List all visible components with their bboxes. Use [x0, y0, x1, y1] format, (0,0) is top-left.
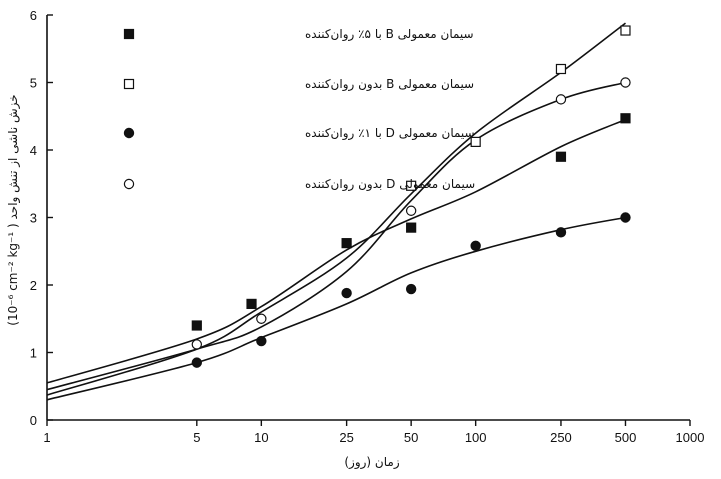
x-tick-label: 25	[339, 430, 353, 445]
series-points	[191, 25, 631, 368]
x-tick-label: 1000	[676, 430, 705, 445]
y-tick-label: 1	[30, 346, 37, 361]
series-4-point	[256, 313, 267, 324]
series-4-point	[191, 339, 203, 350]
y-axis-title: (10⁻⁶ cm⁻² kg⁻¹ ) خزش ناشی از تنش واحد	[6, 94, 21, 325]
legend-marker-2	[123, 78, 135, 90]
series-1-point	[246, 298, 257, 309]
series-4-point	[620, 77, 631, 88]
axes	[46, 15, 690, 421]
series-3-point	[256, 335, 267, 347]
y-tick-label: 3	[30, 211, 37, 226]
legend-label-2: سیمان معمولی B بدون روان‌کننده	[305, 77, 474, 92]
y-tick-label: 5	[30, 76, 37, 91]
legend-marker-1	[123, 28, 135, 40]
series-1-line	[46, 118, 626, 384]
x-tick-label: 250	[550, 430, 572, 445]
x-tick-label: 1	[43, 430, 50, 445]
series-4-point	[405, 205, 417, 216]
x-tick-label: 10	[254, 430, 268, 445]
series-3-point	[620, 212, 631, 223]
y-tick-label: 6	[30, 8, 37, 23]
x-tick-label: 100	[465, 430, 487, 445]
series-2-point	[470, 136, 481, 147]
series-3-line	[46, 216, 626, 401]
series-2-point	[555, 63, 567, 75]
y-tick-label: 2	[30, 278, 37, 293]
series-3-point	[405, 283, 417, 295]
series-1-point	[555, 151, 567, 162]
series-3-point	[555, 227, 567, 238]
x-axis-title: زمان (روز)	[344, 455, 399, 470]
series-1-point	[406, 222, 417, 233]
x-tick-label: 50	[404, 430, 418, 445]
legend-marker-3	[123, 127, 135, 139]
legend-label-3: سیمان معمولی D با ۱٪ روان‌کننده	[305, 126, 475, 141]
y-tick-label: 4	[30, 143, 37, 158]
series-1-point	[620, 113, 631, 124]
series-3-point	[191, 357, 203, 368]
legend: سیمان معمولی B با ۵٪ روان‌کننده سیمان معم…	[123, 27, 475, 192]
series-1-point	[191, 320, 202, 331]
legend-marker-4	[123, 178, 135, 190]
legend-label-4: سیمان معمولی D بدون روان‌کننده	[305, 177, 475, 192]
series-4-point	[555, 94, 567, 105]
x-ticks: 1 5 10 25 50 100 250 500 1000	[43, 420, 704, 445]
x-tick-label: 5	[193, 430, 200, 445]
legend-label-1: سیمان معمولی B با ۵٪ روان‌کننده	[305, 27, 474, 42]
series-3-point	[470, 240, 481, 252]
series-1-point	[341, 238, 352, 249]
series-3-point	[341, 287, 352, 299]
series-2-point	[406, 180, 417, 191]
series-2-point	[620, 25, 631, 36]
x-tick-label: 500	[615, 430, 637, 445]
y-ticks: 0 1 2 3 4 5 6	[30, 8, 53, 428]
y-tick-label: 0	[30, 413, 37, 428]
